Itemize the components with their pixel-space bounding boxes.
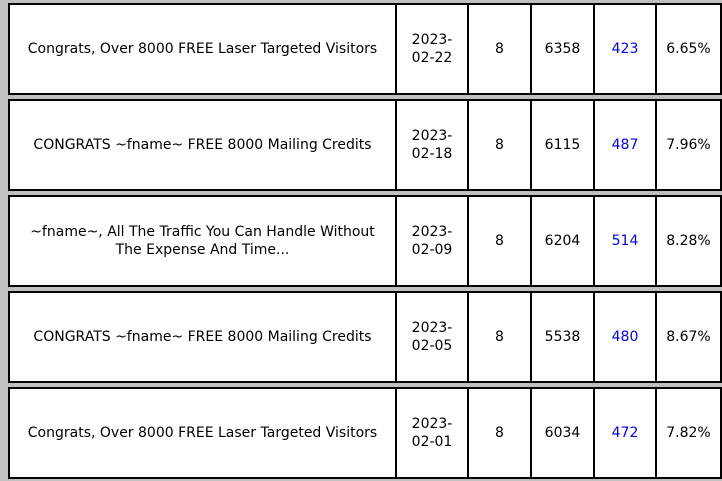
table-row: CONGRATS ~fname~ FREE 8000 Mailing Credi…: [8, 291, 722, 383]
count-cell: 8: [469, 293, 532, 381]
date-cell: 2023-02-05: [397, 293, 469, 381]
sent-cell: 6204: [532, 197, 595, 285]
clicks-cell: 423: [595, 5, 657, 93]
sent-cell: 6115: [532, 101, 595, 189]
subject-cell: CONGRATS ~fname~ FREE 8000 Mailing Credi…: [10, 101, 397, 189]
subject-cell: Congrats, Over 8000 FREE Laser Targeted …: [10, 5, 397, 93]
subject-cell: Congrats, Over 8000 FREE Laser Targeted …: [10, 389, 397, 477]
subject-cell: CONGRATS ~fname~ FREE 8000 Mailing Credi…: [10, 293, 397, 381]
count-cell: 8: [469, 197, 532, 285]
rate-cell: 7.96%: [657, 101, 722, 189]
clicks-cell: 514: [595, 197, 657, 285]
date-cell: 2023-02-18: [397, 101, 469, 189]
rate-cell: 6.65%: [657, 5, 722, 93]
subject-cell: ~fname~, All The Traffic You Can Handle …: [10, 197, 397, 285]
clicks-link[interactable]: 472: [611, 425, 639, 441]
sent-cell: 6358: [532, 5, 595, 93]
clicks-cell: 480: [595, 293, 657, 381]
count-cell: 8: [469, 389, 532, 477]
count-cell: 8: [469, 5, 532, 93]
rate-cell: 7.82%: [657, 389, 722, 477]
clicks-link[interactable]: 514: [611, 233, 639, 249]
date-cell: 2023-02-22: [397, 5, 469, 93]
sent-cell: 6034: [532, 389, 595, 477]
clicks-link[interactable]: 423: [611, 41, 639, 57]
rate-cell: 8.28%: [657, 197, 722, 285]
date-cell: 2023-02-01: [397, 389, 469, 477]
table-row: Congrats, Over 8000 FREE Laser Targeted …: [8, 3, 722, 95]
sent-cell: 5538: [532, 293, 595, 381]
clicks-link[interactable]: 480: [611, 329, 639, 345]
count-cell: 8: [469, 101, 532, 189]
clicks-cell: 472: [595, 389, 657, 477]
table-row: Congrats, Over 8000 FREE Laser Targeted …: [8, 387, 722, 479]
date-cell: 2023-02-09: [397, 197, 469, 285]
table-row: CONGRATS ~fname~ FREE 8000 Mailing Credi…: [8, 99, 722, 191]
clicks-cell: 487: [595, 101, 657, 189]
rate-cell: 8.67%: [657, 293, 722, 381]
clicks-link[interactable]: 487: [611, 137, 639, 153]
table-row: ~fname~, All The Traffic You Can Handle …: [8, 195, 722, 287]
